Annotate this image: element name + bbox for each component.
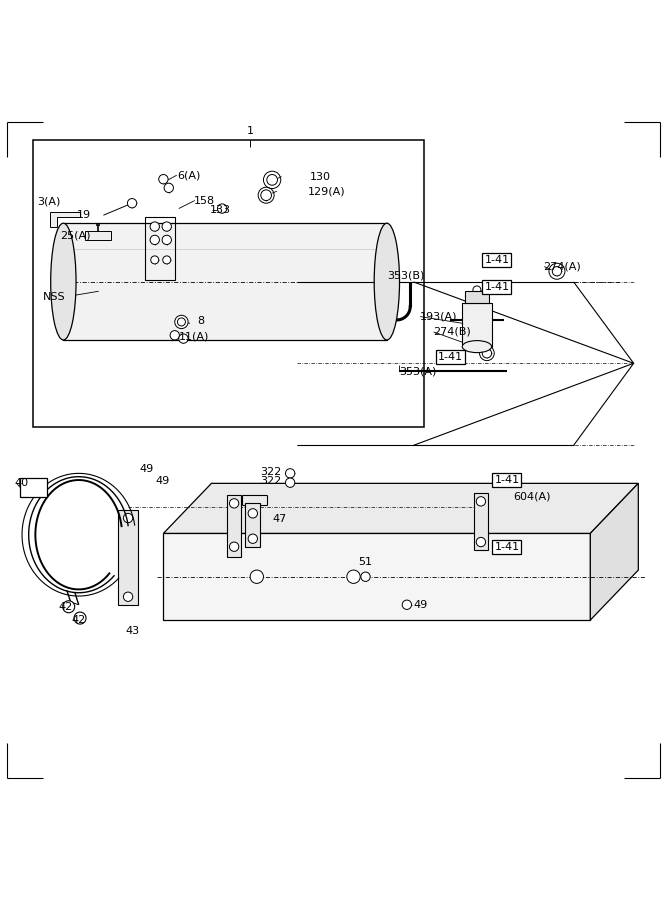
Circle shape — [482, 348, 492, 358]
Text: 1: 1 — [247, 126, 253, 136]
Text: 322: 322 — [260, 476, 281, 486]
Circle shape — [267, 175, 277, 185]
Circle shape — [261, 190, 271, 201]
Circle shape — [217, 204, 227, 213]
Bar — [227, 495, 241, 557]
Circle shape — [179, 334, 188, 343]
Text: 40: 40 — [15, 479, 29, 489]
Circle shape — [170, 330, 179, 340]
Circle shape — [162, 235, 171, 245]
Text: 1-41: 1-41 — [494, 475, 520, 485]
Text: 274(B): 274(B) — [434, 327, 472, 337]
Ellipse shape — [51, 223, 76, 340]
Circle shape — [177, 318, 185, 326]
Circle shape — [347, 570, 360, 583]
Text: 322: 322 — [260, 467, 281, 477]
Bar — [33, 140, 424, 427]
Circle shape — [163, 256, 171, 264]
Circle shape — [74, 612, 86, 624]
Circle shape — [473, 286, 481, 294]
Circle shape — [285, 478, 295, 488]
Text: 3(A): 3(A) — [37, 197, 61, 207]
Text: 19: 19 — [77, 211, 91, 220]
Polygon shape — [590, 483, 638, 620]
Bar — [462, 303, 492, 346]
Circle shape — [361, 572, 370, 581]
Text: 49: 49 — [139, 464, 154, 473]
Circle shape — [164, 184, 173, 193]
Text: 43: 43 — [125, 626, 139, 636]
Text: 604(A): 604(A) — [514, 491, 551, 501]
Circle shape — [476, 537, 486, 546]
Bar — [465, 292, 489, 303]
Bar — [20, 478, 47, 497]
Circle shape — [123, 513, 133, 523]
Polygon shape — [163, 534, 590, 620]
Circle shape — [123, 592, 133, 601]
Text: 47: 47 — [272, 515, 286, 525]
Circle shape — [552, 266, 562, 276]
Text: 353(B): 353(B) — [387, 270, 424, 280]
Polygon shape — [163, 483, 638, 534]
Text: 158: 158 — [193, 195, 215, 205]
Text: 133: 133 — [210, 205, 231, 215]
Text: 1-41: 1-41 — [484, 282, 510, 292]
Circle shape — [248, 508, 257, 518]
Text: 274(A): 274(A) — [544, 262, 582, 272]
Circle shape — [175, 315, 188, 328]
Text: 353(A): 353(A) — [399, 366, 436, 376]
Circle shape — [229, 499, 239, 508]
Text: 51: 51 — [359, 557, 372, 567]
Text: 49: 49 — [155, 476, 169, 486]
Circle shape — [150, 222, 159, 231]
Text: 8: 8 — [197, 316, 204, 327]
Polygon shape — [50, 212, 80, 227]
Text: 42: 42 — [58, 602, 73, 612]
Circle shape — [127, 199, 137, 208]
Circle shape — [63, 600, 75, 613]
Circle shape — [248, 534, 257, 544]
Text: 42: 42 — [71, 615, 86, 626]
Bar — [85, 231, 111, 240]
Circle shape — [250, 570, 263, 583]
Circle shape — [162, 222, 171, 231]
Circle shape — [402, 600, 412, 609]
Circle shape — [229, 542, 239, 552]
Circle shape — [476, 497, 486, 506]
Circle shape — [285, 469, 295, 478]
Text: 193(A): 193(A) — [420, 311, 458, 321]
Text: 11(A): 11(A) — [179, 331, 209, 342]
Bar — [63, 223, 387, 340]
Circle shape — [151, 256, 159, 264]
Text: NSS: NSS — [43, 292, 65, 302]
Text: 6(A): 6(A) — [177, 170, 200, 180]
Text: 25(A): 25(A) — [60, 230, 91, 240]
Bar — [245, 503, 260, 546]
Ellipse shape — [462, 340, 492, 353]
Text: 49: 49 — [413, 599, 428, 609]
Text: 1-41: 1-41 — [494, 542, 520, 552]
Bar — [145, 217, 175, 280]
Text: 129(A): 129(A) — [308, 186, 346, 196]
Ellipse shape — [374, 223, 400, 340]
Bar — [118, 510, 138, 605]
Circle shape — [159, 175, 168, 184]
Text: 1-41: 1-41 — [438, 352, 463, 362]
Circle shape — [150, 235, 159, 245]
Text: 130: 130 — [310, 172, 331, 182]
Bar — [474, 493, 488, 550]
Text: 1-41: 1-41 — [484, 255, 510, 265]
